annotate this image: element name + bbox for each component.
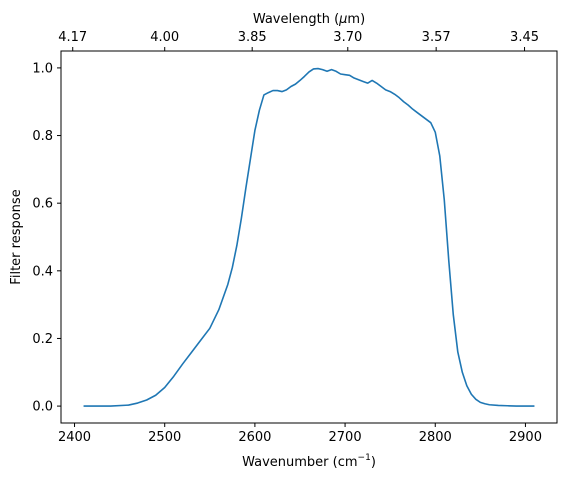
top-tick-label: 3.57: [422, 30, 451, 45]
x-tick-label: 2800: [419, 430, 452, 445]
x-axis-label-text: Wavenumber (cm: [242, 455, 357, 470]
top-axis-label-pre: Wavelength (: [253, 12, 339, 27]
x-tick-label: 2900: [509, 430, 542, 445]
top-tick-label: 4.00: [150, 30, 179, 45]
y-tick-label: 0.0: [32, 400, 53, 415]
x-tick-label: 2600: [238, 430, 271, 445]
top-tick-label: 3.85: [238, 30, 267, 45]
top-tick-label: 3.70: [333, 30, 362, 45]
top-tick-label: 4.17: [58, 30, 87, 45]
x-tick-label: 2500: [148, 430, 181, 445]
x-tick-label: 2700: [329, 430, 362, 445]
x-tick-label: 2400: [58, 430, 91, 445]
y-tick-label: 0.4: [32, 264, 53, 279]
x-axis-label-tail: ): [371, 455, 376, 470]
y-tick-label: 0.2: [32, 332, 53, 347]
top-axis-label: Wavelength (μm): [253, 12, 365, 27]
x-axis-label: Wavenumber (cm−1): [242, 453, 376, 470]
top-axis-label-post: m): [347, 12, 365, 27]
x-axis-label-sup: −1: [358, 453, 371, 463]
filter-response-line: [83, 67, 535, 407]
y-tick-label: 0.6: [32, 197, 53, 212]
y-axis-label: Filter response: [9, 189, 24, 284]
top-axis-label-mu: μ: [338, 12, 347, 27]
top-tick-label: 3.45: [510, 30, 539, 45]
chart-marks: 2400 2500 2600 2700 2800 2900 4.17 4.00 3.85 3.70…: [32, 30, 542, 445]
y-tick-label: 0.8: [32, 129, 53, 144]
plot-frame: [60, 50, 558, 424]
y-tick-label: 1.0: [32, 61, 53, 76]
